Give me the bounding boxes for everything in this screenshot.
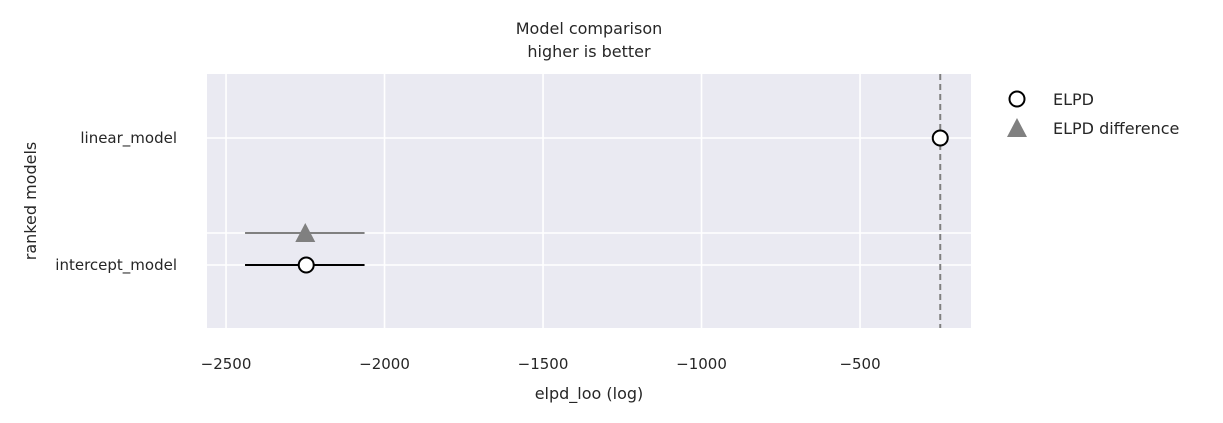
y-tick-labels: linear_model intercept_model <box>55 129 177 275</box>
x-axis-label: elpd_loo (log) <box>535 384 644 404</box>
y-axis-label: ranked models <box>21 142 40 260</box>
legend-elpd-difference-label: ELPD difference <box>1053 119 1179 138</box>
elpd-point <box>931 129 949 147</box>
elpd-difference-point <box>295 223 316 242</box>
data-marks <box>245 129 949 274</box>
elpd-point <box>297 256 315 274</box>
legend: ELPD ELPD difference <box>1007 90 1179 138</box>
legend-elpd-difference-marker <box>1007 118 1027 137</box>
chart-title: Model comparison <box>516 19 663 38</box>
x-tick-label: −1000 <box>676 355 727 373</box>
x-tick-label: −2000 <box>359 355 410 373</box>
x-tick-labels: −2500 −2000 −1500 −1000 −500 <box>201 355 881 373</box>
x-tick-label: −2500 <box>201 355 252 373</box>
chart-subtitle: higher is better <box>527 42 651 61</box>
y-tick-label: intercept_model <box>55 256 177 275</box>
legend-elpd-label: ELPD <box>1053 90 1094 109</box>
x-tick-label: −500 <box>839 355 880 373</box>
x-tick-label: −1500 <box>518 355 569 373</box>
plot-area <box>207 74 971 328</box>
legend-elpd-marker <box>1008 90 1026 108</box>
y-tick-label: linear_model <box>80 129 177 148</box>
